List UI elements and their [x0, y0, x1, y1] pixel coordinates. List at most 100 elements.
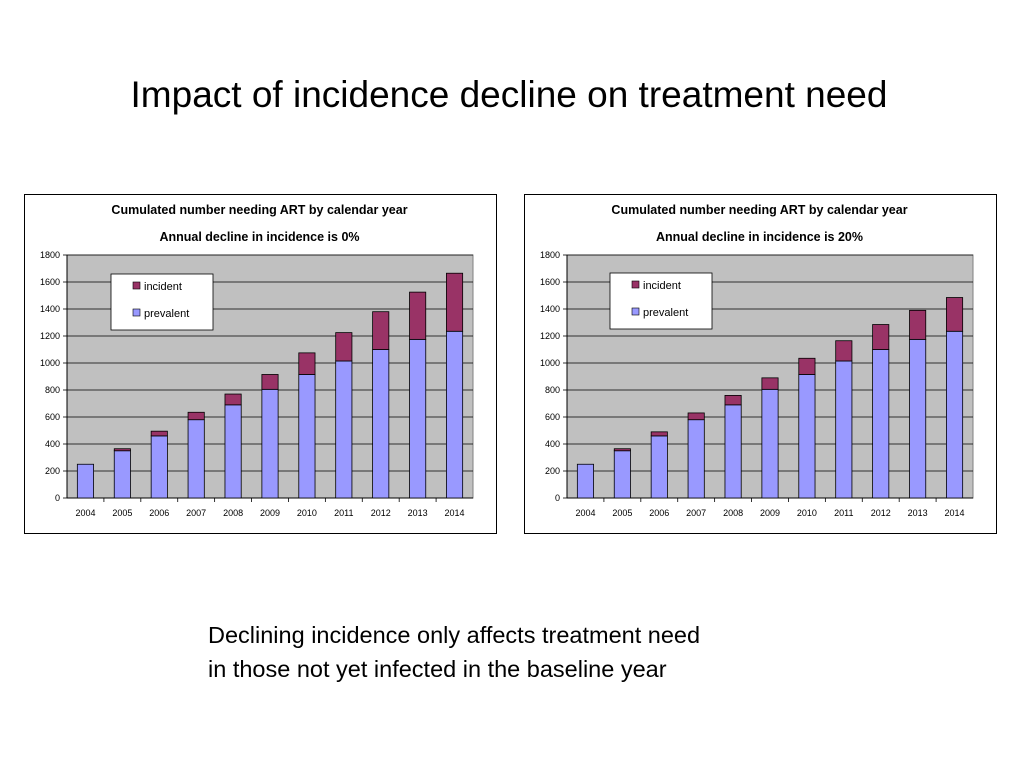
legend: incident prevalent — [110, 273, 214, 331]
x-tick-label: 2008 — [723, 508, 743, 518]
bar-prevalent — [224, 404, 242, 499]
bar-prevalent — [150, 435, 168, 499]
legend-swatch-incident — [132, 281, 141, 290]
legend-swatch-incident — [631, 280, 640, 289]
x-tick-label: 2005 — [112, 508, 132, 518]
y-tick-label: 0 — [55, 493, 60, 503]
x-tick-label: 2010 — [297, 508, 317, 518]
x-tick-label: 2013 — [908, 508, 928, 518]
y-tick-label: 400 — [45, 439, 60, 449]
bar-prevalent — [946, 330, 964, 499]
y-tick-label: 1800 — [40, 250, 60, 260]
bar-prevalent — [687, 419, 705, 499]
y-tick-label: 600 — [45, 412, 60, 422]
chart-subtitle: Annual decline in incidence is 20% — [656, 230, 863, 244]
bar-prevalent — [650, 435, 668, 499]
x-tick-label: 2010 — [797, 508, 817, 518]
bar-prevalent — [261, 388, 279, 499]
x-tick-label: 2008 — [223, 508, 243, 518]
bar-prevalent — [798, 374, 816, 499]
x-tick-label: 2014 — [445, 508, 465, 518]
y-tick-label: 1600 — [40, 277, 60, 287]
y-tick-label: 0 — [555, 493, 560, 503]
x-tick-label: 2012 — [871, 508, 891, 518]
bar-prevalent — [724, 404, 742, 499]
x-tick-label: 2011 — [834, 508, 853, 518]
y-tick-label: 1600 — [540, 277, 560, 287]
x-tick-label: 2004 — [75, 508, 95, 518]
bar-prevalent — [613, 450, 631, 499]
bar-prevalent — [909, 338, 927, 499]
y-tick-label: 1400 — [40, 304, 60, 314]
bar-prevalent — [113, 450, 131, 499]
bar-prevalent — [872, 349, 890, 499]
bar-incident — [872, 324, 890, 350]
y-tick-label: 200 — [45, 466, 60, 476]
bar-incident — [613, 448, 631, 452]
bar-prevalent — [446, 330, 464, 499]
bar-incident — [150, 430, 168, 437]
bar-incident — [909, 309, 927, 340]
bar-incident — [372, 311, 390, 350]
y-tick-label: 1200 — [540, 331, 560, 341]
bar-prevalent — [298, 374, 316, 499]
chart-left: Cumulated number needing ART by calendar… — [24, 194, 497, 534]
y-tick-label: 600 — [545, 412, 560, 422]
y-tick-label: 1800 — [540, 250, 560, 260]
bar-incident — [761, 377, 779, 390]
x-tick-label: 2004 — [575, 508, 595, 518]
y-tick-label: 1400 — [540, 304, 560, 314]
y-tick-label: 1000 — [40, 358, 60, 368]
legend-swatch-prevalent — [631, 307, 640, 316]
slide-title: Impact of incidence decline on treatment… — [130, 74, 888, 115]
x-tick-label: 2009 — [760, 508, 780, 518]
y-tick-label: 400 — [545, 439, 560, 449]
x-tick-label: 2012 — [371, 508, 391, 518]
bar-incident — [187, 411, 205, 421]
x-tick-label: 2013 — [408, 508, 428, 518]
x-tick-label: 2014 — [945, 508, 965, 518]
legend-label-incident: incident — [643, 280, 681, 292]
y-tick-label: 1000 — [540, 358, 560, 368]
legend-swatch-prevalent — [132, 308, 141, 317]
chart-title: Cumulated number needing ART by calendar… — [111, 203, 407, 217]
legend-box — [609, 272, 713, 330]
y-tick-label: 200 — [545, 466, 560, 476]
x-tick-label: 2011 — [334, 508, 353, 518]
x-tick-label: 2005 — [612, 508, 632, 518]
bar-prevalent — [835, 360, 853, 499]
caption: Declining incidence only affects treatme… — [208, 618, 848, 686]
y-tick-label: 1200 — [40, 331, 60, 341]
y-tick-label: 800 — [45, 385, 60, 395]
x-tick-label: 2006 — [149, 508, 169, 518]
bar-incident — [113, 448, 131, 452]
bar-incident — [650, 431, 668, 437]
bar-prevalent — [761, 388, 779, 499]
x-tick-label: 2007 — [186, 508, 206, 518]
bar-prevalent — [576, 463, 594, 499]
chart-right: Cumulated number needing ART by calendar… — [524, 194, 997, 534]
bar-incident — [261, 374, 279, 390]
bar-prevalent — [76, 463, 94, 499]
bar-incident — [687, 412, 705, 421]
x-tick-label: 2007 — [686, 508, 706, 518]
chart-subtitle: Annual decline in incidence is 0% — [159, 230, 359, 244]
y-tick-label: 800 — [545, 385, 560, 395]
bar-prevalent — [187, 419, 205, 499]
legend-label-prevalent: prevalent — [643, 307, 688, 319]
bar-prevalent — [335, 360, 353, 499]
chart-title: Cumulated number needing ART by calendar… — [611, 203, 907, 217]
x-tick-label: 2006 — [649, 508, 669, 518]
bar-incident — [298, 352, 316, 375]
chart-left-svg: Cumulated number needing ART by calendar… — [40, 203, 474, 518]
bar-incident — [224, 393, 242, 406]
bar-incident — [835, 340, 853, 362]
bar-prevalent — [409, 338, 427, 499]
legend-box — [110, 273, 214, 331]
bar-prevalent — [372, 349, 390, 499]
legend-label-incident: incident — [144, 281, 182, 293]
caption-line-1: Declining incidence only affects treatme… — [208, 622, 701, 648]
chart-right-svg: Cumulated number needing ART by calendar… — [540, 203, 974, 518]
bar-incident — [446, 272, 464, 332]
legend: incident prevalent — [609, 272, 713, 330]
